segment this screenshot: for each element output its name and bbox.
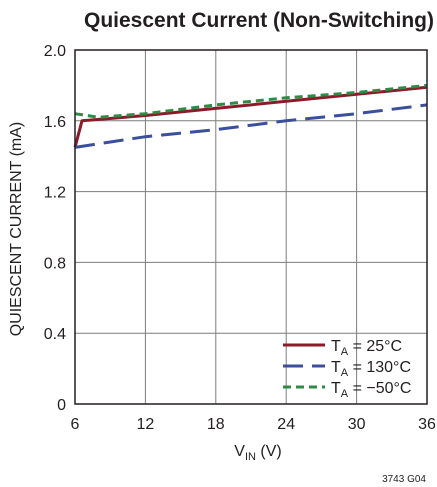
y-tick-label: 1.2: [44, 185, 66, 202]
legend-label-main: T: [331, 359, 341, 376]
plot-frame: [74, 49, 428, 405]
chart-title: Quiescent Current (Non-Switching): [84, 9, 434, 32]
y-tick-label: 0.8: [44, 255, 66, 272]
legend-label-sub: A: [341, 388, 349, 400]
y-axis-label: QUIESCENT CURRENT (mA): [8, 122, 25, 337]
series-line-0: [73, 85, 428, 148]
x-tick-label: 24: [277, 416, 295, 433]
legend-label-0: TA = 25°C: [331, 338, 402, 358]
legend-label-main: T: [331, 338, 341, 355]
x-tick-label: 12: [137, 416, 155, 433]
x-axis-label-unit: (V): [256, 443, 282, 460]
x-tick-label: 6: [71, 416, 80, 433]
x-tick-label: 30: [348, 416, 366, 433]
y-tick-labels: 0 0.4 0.8 1.2 1.6 2.0: [44, 43, 66, 414]
legend-label-sub: A: [341, 367, 349, 379]
y-tick-label: 0: [57, 397, 66, 414]
y-tick-label: 0.4: [44, 326, 66, 343]
legend: TA = 25°CTA = 130°CTA = −50°C: [283, 338, 411, 400]
x-tick-label: 18: [207, 416, 225, 433]
x-axis-label-sub: IN: [245, 451, 256, 463]
legend-label-main: T: [331, 380, 341, 397]
x-axis-label-main: V: [234, 443, 245, 460]
legend-label-1: TA = 130°C: [331, 359, 411, 379]
legend-label-rest: = −50°C: [348, 380, 411, 397]
figure-code: 3743 G04: [382, 474, 426, 485]
legend-label-sub: A: [341, 346, 349, 358]
y-tick-label: 1.6: [44, 114, 66, 131]
series-lines: [73, 83, 428, 149]
x-tick-label: 36: [418, 416, 436, 433]
legend-label-rest: = 25°C: [348, 338, 402, 355]
x-tick-labels: 6 12 18 24 30 36: [71, 416, 436, 433]
x-axis-label: VIN (V): [234, 443, 281, 463]
legend-label-2: TA = −50°C: [331, 380, 411, 400]
y-tick-label: 2.0: [44, 43, 66, 60]
legend-label-rest: = 130°C: [348, 359, 411, 376]
series-line-1: [74, 103, 428, 149]
